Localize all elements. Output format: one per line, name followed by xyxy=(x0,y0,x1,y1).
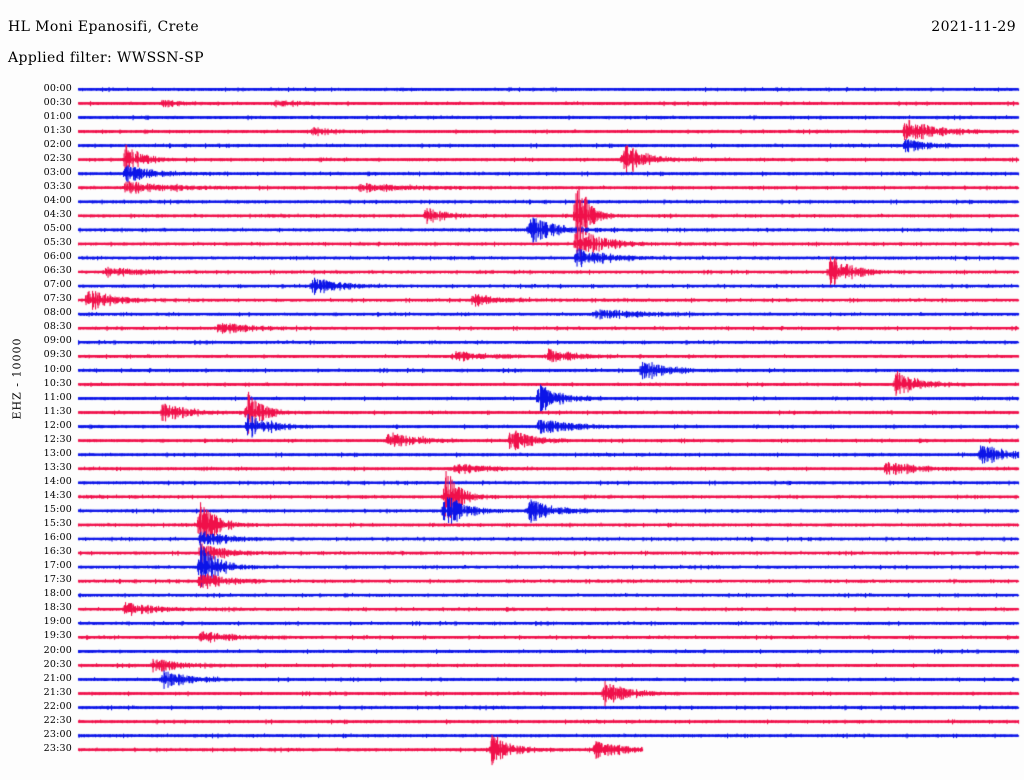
time-label: 21:30 xyxy=(43,686,72,698)
time-label: 00:30 xyxy=(43,96,72,108)
time-label: 05:00 xyxy=(43,223,72,234)
time-label: 12:00 xyxy=(43,419,72,431)
time-label: 00:00 xyxy=(43,82,72,94)
time-label: 06:30 xyxy=(43,265,72,277)
time-label: 22:00 xyxy=(43,700,72,712)
time-label: 19:30 xyxy=(43,630,72,642)
time-label: 11:30 xyxy=(43,405,72,417)
time-label: 01:00 xyxy=(43,110,72,122)
time-label: 13:30 xyxy=(43,461,72,473)
time-label: 22:30 xyxy=(43,714,72,726)
time-label: 09:30 xyxy=(43,349,72,361)
time-label: 17:30 xyxy=(43,574,72,586)
time-label: 06:00 xyxy=(43,251,72,263)
time-label: 01:30 xyxy=(43,124,72,136)
time-label: 07:00 xyxy=(43,279,72,291)
time-label: 02:30 xyxy=(43,152,72,164)
time-label: 14:00 xyxy=(43,475,72,487)
time-label: 15:30 xyxy=(43,518,72,530)
time-label: 09:00 xyxy=(43,335,72,347)
time-label: 19:00 xyxy=(43,616,72,628)
time-label: 08:30 xyxy=(43,321,72,333)
time-label: 03:00 xyxy=(43,166,72,178)
time-label: 02:00 xyxy=(43,138,72,150)
time-label: 18:30 xyxy=(43,602,72,614)
time-label: 20:30 xyxy=(43,658,72,670)
time-label: 11:00 xyxy=(43,391,72,403)
time-label: 10:00 xyxy=(43,363,72,375)
time-label: 17:00 xyxy=(43,560,72,572)
time-label: 12:30 xyxy=(43,433,72,445)
time-label: 23:00 xyxy=(43,728,72,740)
time-label: 16:00 xyxy=(43,532,72,544)
time-label: 23:30 xyxy=(43,742,72,754)
time-label: 18:00 xyxy=(43,588,72,600)
time-label: 13:00 xyxy=(43,447,72,459)
time-label: 08:00 xyxy=(43,307,72,319)
time-label: 16:30 xyxy=(43,546,72,558)
time-label: 07:30 xyxy=(43,293,72,305)
time-label: 14:30 xyxy=(43,489,72,501)
time-label: 15:00 xyxy=(43,504,72,515)
time-label: 04:00 xyxy=(43,194,72,206)
time-label: 20:00 xyxy=(43,644,72,656)
time-label: 05:30 xyxy=(43,237,72,249)
time-label: 03:30 xyxy=(43,180,72,192)
time-label: 21:00 xyxy=(43,672,72,684)
time-label: 10:30 xyxy=(43,377,72,389)
time-label: 04:30 xyxy=(43,208,72,220)
